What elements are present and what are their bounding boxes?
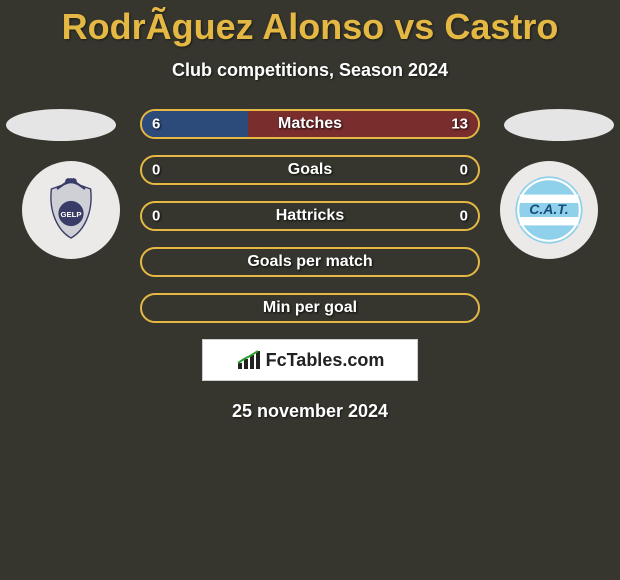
stat-label: Matches bbox=[278, 115, 342, 133]
stat-bar: 6 13 Matches bbox=[140, 109, 480, 139]
stat-value-left: 0 bbox=[152, 162, 160, 179]
stat-value-right: 13 bbox=[451, 116, 468, 133]
stat-label: Goals per match bbox=[247, 253, 372, 271]
stat-bar: Goals per match bbox=[140, 247, 480, 277]
subtitle: Club competitions, Season 2024 bbox=[0, 60, 620, 81]
chart-icon bbox=[236, 349, 262, 371]
date-label: 25 november 2024 bbox=[0, 401, 620, 422]
svg-text:GELP: GELP bbox=[61, 210, 82, 219]
stat-label: Goals bbox=[288, 161, 332, 179]
stat-value-right: 0 bbox=[460, 162, 468, 179]
stat-bar: 0 0 Goals bbox=[140, 155, 480, 185]
stat-bar: Min per goal bbox=[140, 293, 480, 323]
site-logo: FcTables.com bbox=[202, 339, 418, 381]
club-crest-right: C.A.T. bbox=[500, 161, 598, 259]
comparison-panel: GELP C.A.T. 6 13 Matches 0 0 Goals 0 0 Hattricks… bbox=[0, 109, 620, 422]
club-crest-left: GELP bbox=[22, 161, 120, 259]
stat-value-left: 6 bbox=[152, 116, 160, 133]
stat-label: Min per goal bbox=[263, 299, 357, 317]
stat-label: Hattricks bbox=[276, 207, 344, 225]
crest-right-icon: C.A.T. bbox=[514, 175, 584, 245]
stat-bar: 0 0 Hattricks bbox=[140, 201, 480, 231]
player-slot-right bbox=[504, 109, 614, 141]
svg-text:C.A.T.: C.A.T. bbox=[529, 201, 568, 217]
stat-value-left: 0 bbox=[152, 208, 160, 225]
stat-bars: 6 13 Matches 0 0 Goals 0 0 Hattricks Goals per ma… bbox=[140, 109, 480, 323]
player-slot-left bbox=[6, 109, 116, 141]
site-logo-text: FcTables.com bbox=[266, 350, 385, 371]
crest-left-icon: GELP bbox=[36, 175, 106, 245]
stat-value-right: 0 bbox=[460, 208, 468, 225]
page-title: RodrÃ­guez Alonso vs Castro bbox=[0, 0, 620, 48]
